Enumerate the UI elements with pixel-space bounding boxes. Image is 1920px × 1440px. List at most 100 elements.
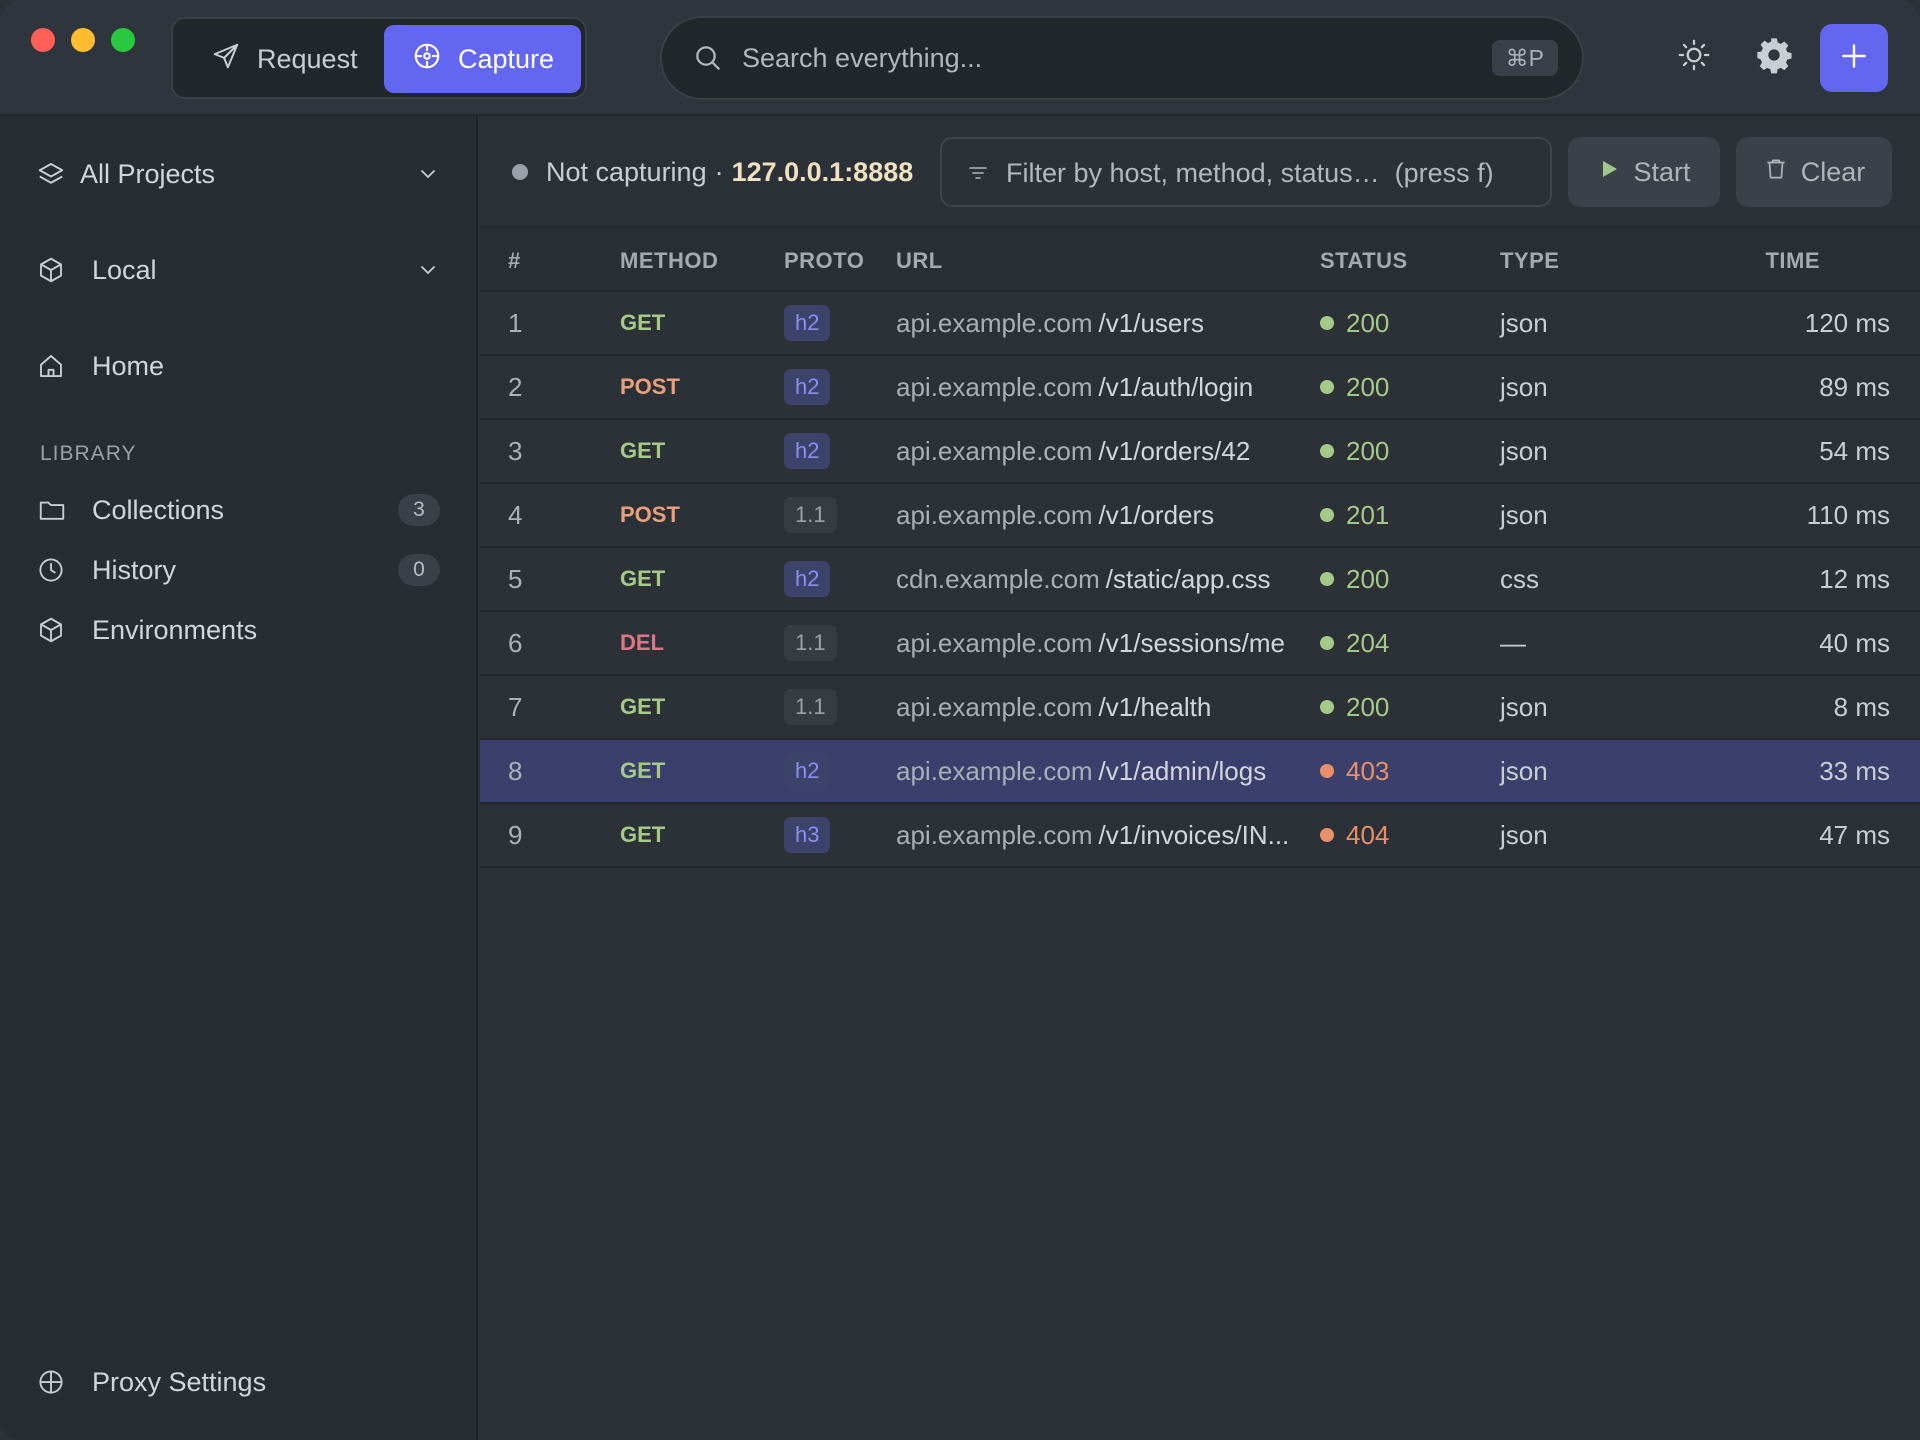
cube-icon — [36, 615, 72, 645]
method-label: DEL — [620, 630, 664, 655]
method-label: POST — [620, 374, 680, 399]
request-table-body: 1 GET h2 api.example.com/v1/users 200 json 120… — [480, 292, 1920, 868]
sidebar-item-label: History — [92, 554, 177, 585]
folder-icon — [36, 495, 72, 525]
sidebar-item-collections[interactable]: Collections 3 — [36, 482, 440, 538]
clock-icon — [36, 555, 72, 585]
table-row[interactable]: 3 GET h2 api.example.com/v1/orders/42 200 jso… — [480, 420, 1920, 484]
status-code: 201 — [1346, 499, 1390, 530]
table-row[interactable]: 7 GET 1.1 api.example.com/v1/health 200 json 8… — [480, 676, 1920, 740]
protocol-cell: h2 — [784, 740, 831, 802]
theme-toggle-button[interactable] — [1662, 25, 1726, 89]
start-label: Start — [1633, 156, 1691, 187]
column-header-time[interactable]: TIME — [1765, 248, 1820, 273]
filter-input[interactable] — [1006, 155, 1536, 191]
protocol-badge: h2 — [784, 753, 831, 789]
status-code: 404 — [1346, 819, 1390, 850]
url-host: api.example.com — [896, 627, 1093, 658]
response-time: 47 ms — [1819, 819, 1890, 850]
capture-mode-button[interactable]: Capture — [384, 25, 581, 93]
url-host: api.example.com — [896, 755, 1093, 786]
capture-mode-label: Capture — [458, 43, 555, 74]
proxy-address: 127.0.0.1:8888 — [731, 156, 914, 187]
column-header-url[interactable]: URL — [896, 248, 943, 273]
status-dot — [1320, 572, 1334, 586]
row-number: 7 — [508, 691, 523, 722]
status-dot — [1320, 764, 1334, 778]
proxy-settings-button[interactable]: Proxy Settings — [36, 1354, 440, 1410]
response-time: 40 ms — [1819, 627, 1890, 658]
method-label: POST — [620, 502, 680, 527]
close-window-button[interactable] — [31, 28, 55, 52]
clear-button[interactable]: Clear — [1736, 137, 1892, 207]
status-cell: 201 — [1320, 484, 1389, 546]
protocol-cell: h3 — [784, 804, 831, 866]
filter-icon — [966, 161, 990, 190]
gear-icon — [1754, 35, 1794, 80]
request-filter[interactable] — [940, 137, 1552, 207]
environment-selector[interactable]: Local — [36, 242, 440, 298]
status-dot — [1320, 508, 1334, 522]
start-capture-button[interactable]: Start — [1568, 137, 1720, 207]
url-path: /v1/admin/logs — [1098, 755, 1267, 786]
column-header-status[interactable]: STATUS — [1320, 248, 1408, 273]
row-number: 1 — [508, 307, 523, 338]
search-input[interactable] — [742, 38, 1422, 78]
protocol-cell: h2 — [784, 548, 831, 610]
table-row[interactable]: 5 GET h2 cdn.example.com/static/app.css 200 c… — [480, 548, 1920, 612]
sidebar-item-history[interactable]: History 0 — [36, 542, 440, 598]
sidebar-item-environments[interactable]: Environments — [36, 602, 440, 658]
status-indicator-dot — [512, 164, 528, 180]
protocol-badge: h2 — [784, 305, 831, 341]
url-cell: api.example.com/v1/invoices/IN... — [896, 804, 1292, 866]
add-new-button[interactable] — [1820, 24, 1888, 92]
url-host: api.example.com — [896, 499, 1093, 530]
table-row[interactable]: 8 GET h2 api.example.com/v1/admin/logs 403 js… — [480, 740, 1920, 804]
column-header-number[interactable]: # — [508, 248, 521, 273]
url-path: /static/app.css — [1105, 563, 1271, 594]
minimize-window-button[interactable] — [71, 28, 95, 52]
count-badge: 3 — [398, 494, 440, 526]
column-header-proto[interactable]: PROTO — [784, 248, 865, 273]
title-bar: Request Capture ⌘P — [0, 0, 1920, 116]
url-host: api.example.com — [896, 691, 1093, 722]
row-number: 2 — [508, 371, 523, 402]
url-path: /v1/invoices/IN... — [1098, 819, 1290, 850]
status-code: 200 — [1346, 435, 1390, 466]
request-mode-button[interactable]: Request — [179, 25, 385, 93]
method-label: GET — [620, 694, 666, 719]
status-cell: 200 — [1320, 356, 1389, 418]
settings-button[interactable] — [1742, 25, 1806, 89]
table-row[interactable]: 4 POST 1.1 api.example.com/v1/orders 201 json… — [480, 484, 1920, 548]
sidebar-item-home[interactable]: Home — [36, 338, 440, 394]
protocol-badge: h3 — [784, 817, 831, 853]
content-type: json — [1500, 499, 1548, 530]
content-type: json — [1500, 691, 1548, 722]
zoom-window-button[interactable] — [111, 28, 135, 52]
project-selector-label: All Projects — [80, 158, 216, 189]
status-dot — [1320, 636, 1334, 650]
table-row[interactable]: 2 POST h2 api.example.com/v1/auth/login 200 j… — [480, 356, 1920, 420]
search-icon — [692, 42, 724, 79]
response-time: 89 ms — [1819, 371, 1890, 402]
table-row[interactable]: 1 GET h2 api.example.com/v1/users 200 json 120… — [480, 292, 1920, 356]
global-search[interactable]: ⌘P — [660, 16, 1584, 100]
count-badge: 0 — [398, 554, 440, 586]
crosshair-icon — [412, 41, 442, 78]
table-row[interactable]: 6 DEL 1.1 api.example.com/v1/sessions/me 204… — [480, 612, 1920, 676]
row-number: 9 — [508, 819, 523, 850]
capture-status-text: Not capturing — [546, 156, 707, 187]
url-path: /v1/health — [1098, 691, 1212, 722]
cube-icon — [36, 255, 72, 285]
row-number: 8 — [508, 755, 523, 786]
column-header-method[interactable]: METHOD — [620, 248, 719, 273]
table-header: # METHOD PROTO URL STATUS TYPE TIME — [480, 228, 1920, 292]
protocol-cell: h2 — [784, 420, 831, 482]
capture-status: Not capturing · 127.0.0.1:8888 — [512, 154, 913, 190]
url-host: cdn.example.com — [896, 563, 1100, 594]
method-label: GET — [620, 310, 666, 335]
column-header-type[interactable]: TYPE — [1500, 248, 1560, 273]
row-number: 3 — [508, 435, 523, 466]
table-row[interactable]: 9 GET h3 api.example.com/v1/invoices/IN... 4… — [480, 804, 1920, 868]
project-selector[interactable]: All Projects — [36, 146, 440, 202]
